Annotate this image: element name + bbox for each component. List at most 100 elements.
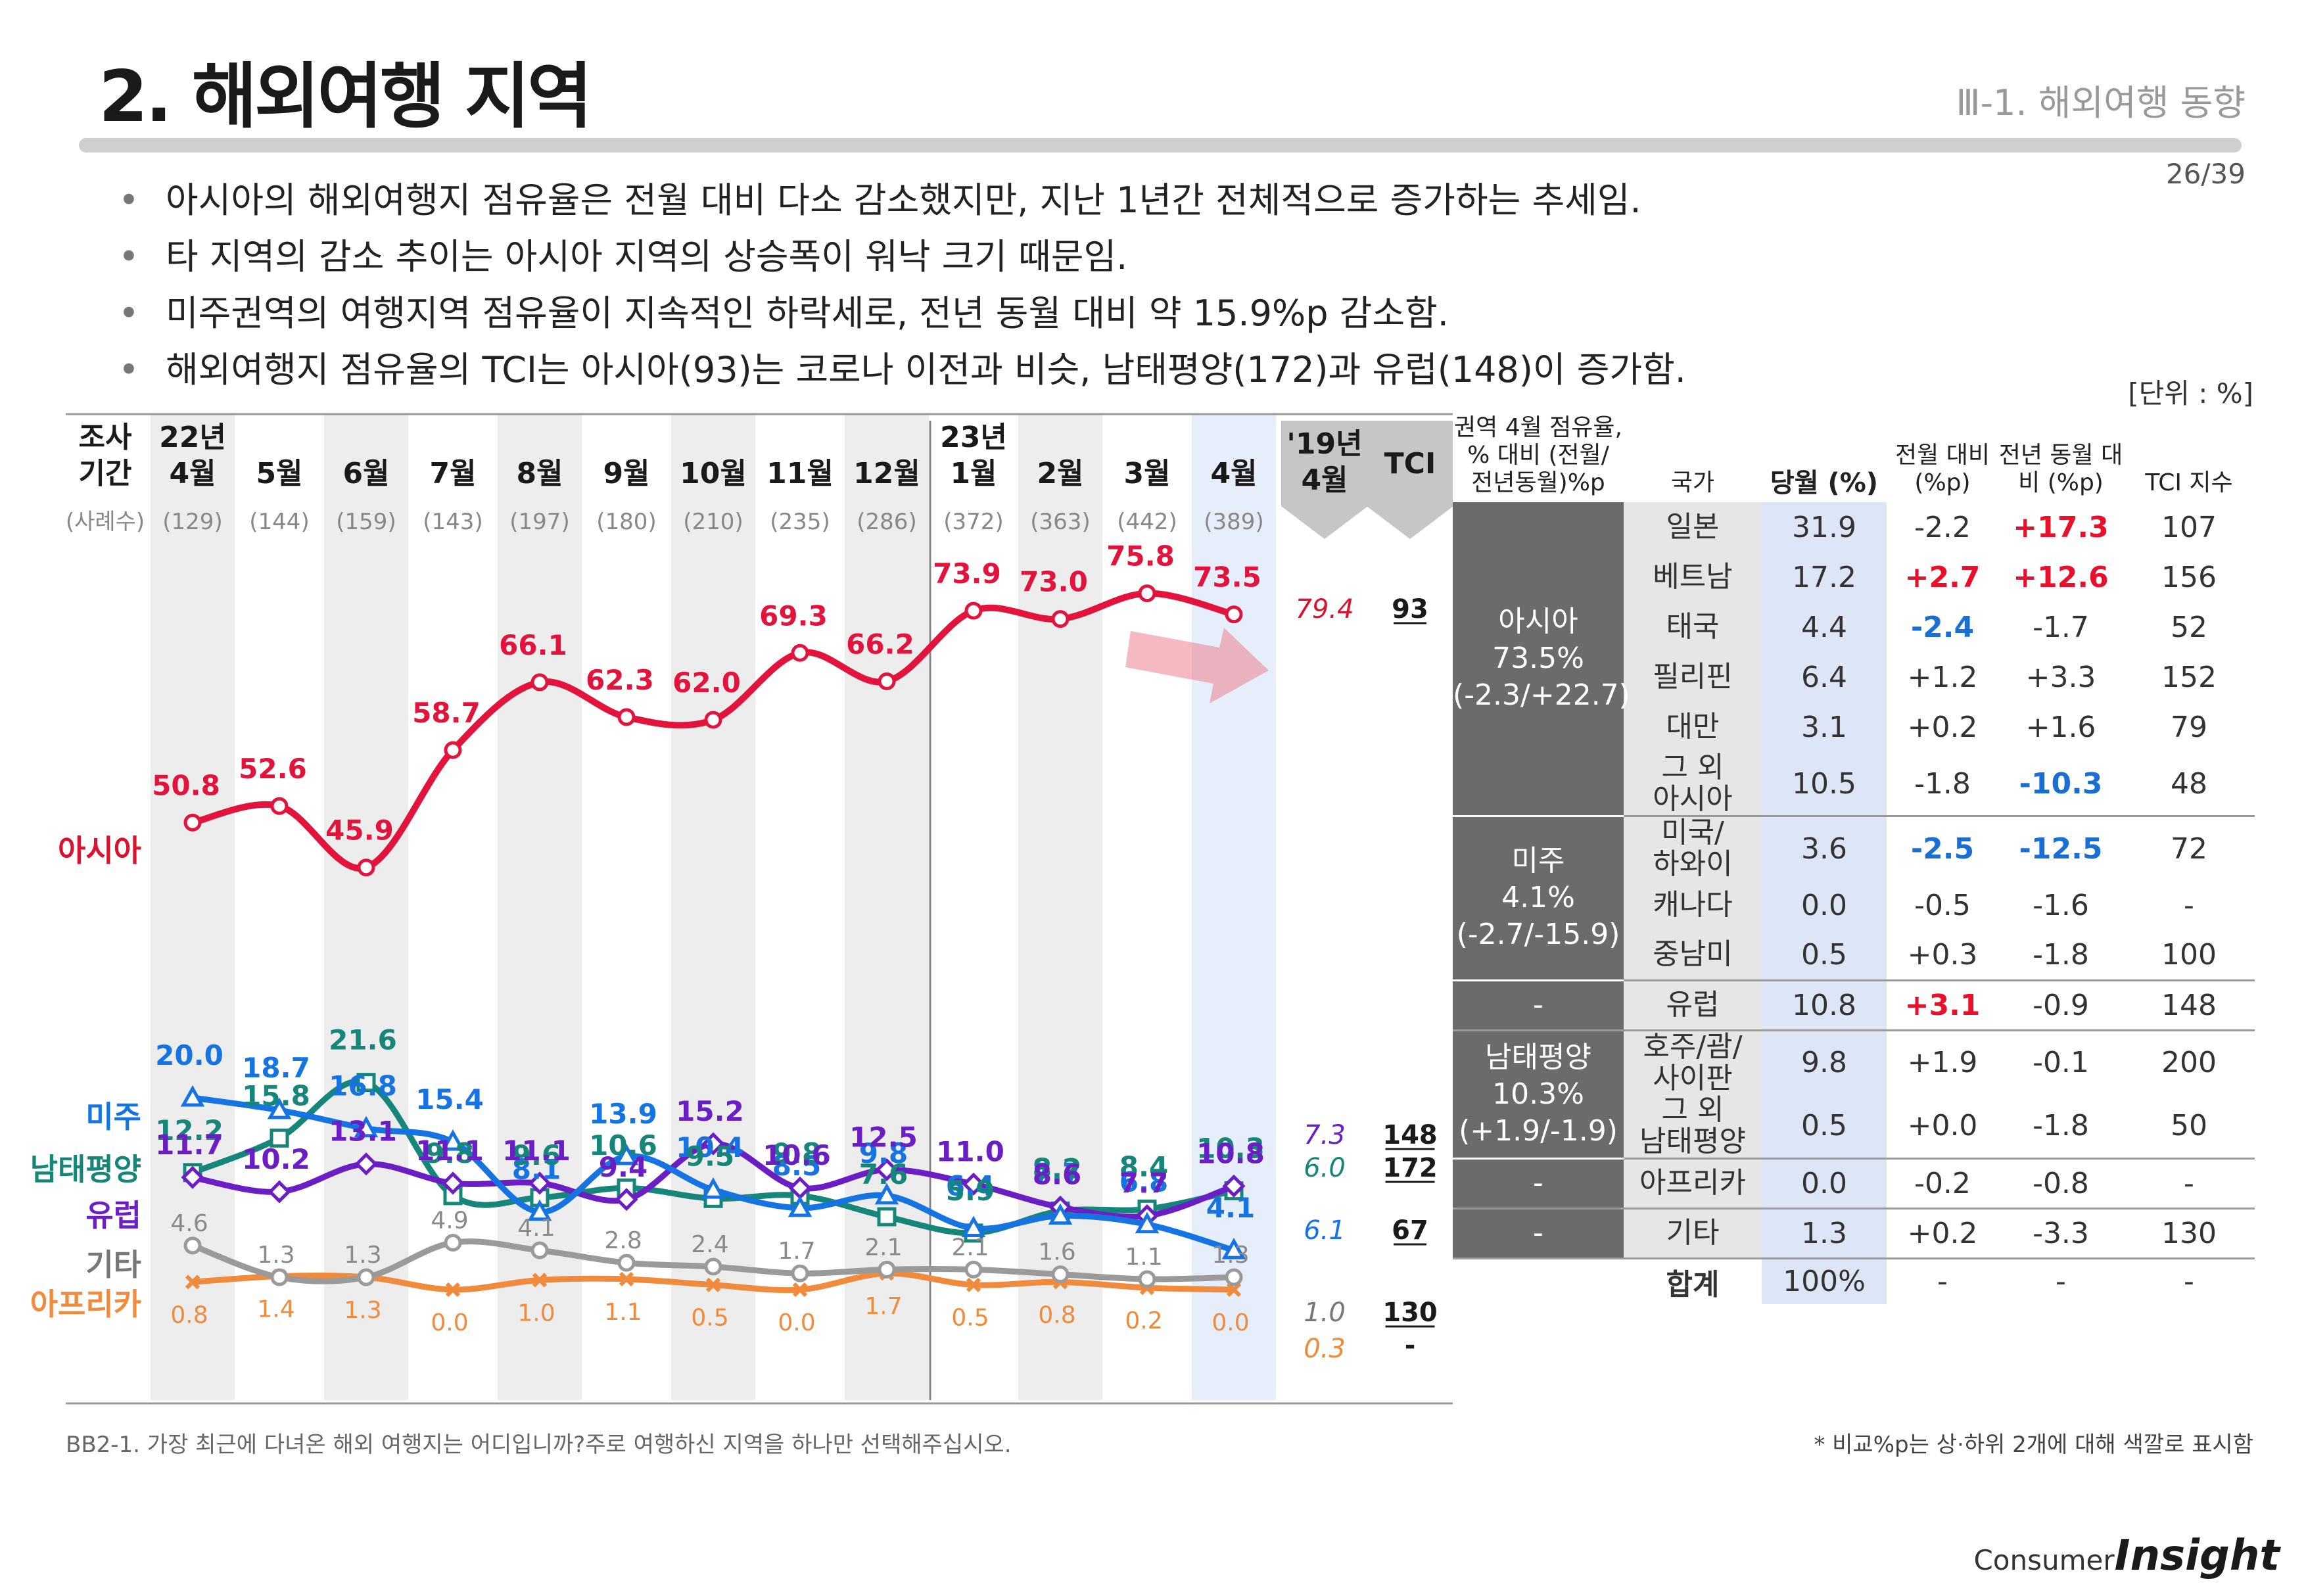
current-cell: 3.6 xyxy=(1762,816,1887,880)
mom-cell: +0.3 xyxy=(1887,930,1998,981)
tci-value: 172 xyxy=(1382,1153,1438,1183)
data-point xyxy=(441,1171,465,1195)
table-row: 미주 4.1% (-2.7/-15.9) 미국/하와이 3.6 -2.5 -12.5 72 xyxy=(1453,816,2255,981)
data-label-기타: 1.1 xyxy=(1125,1244,1162,1271)
country-cell: 호주/괌/사이판 xyxy=(1624,1030,1762,1094)
data-label-기타: 4.1 xyxy=(517,1215,555,1242)
tci-value: 148 xyxy=(1382,1120,1438,1150)
series-name-아프리카: 아프리카 xyxy=(30,1286,141,1322)
data-point xyxy=(1051,1265,1070,1284)
data-label-기타: 1.3 xyxy=(257,1242,294,1269)
series-name-유럽: 유럽 xyxy=(85,1198,141,1233)
total-row: 합계 100% - - - xyxy=(1453,1258,2255,1304)
tci-cell: 48 xyxy=(2123,752,2255,817)
data-point xyxy=(268,1180,291,1204)
data-label-아프리카: 0.0 xyxy=(778,1309,815,1336)
table-row: 남태평양 10.3% (+1.9/-1.9) 호주/괌/사이판 9.8 +1.9 -0.1 2… xyxy=(1453,1030,2255,1160)
total-current: 100% xyxy=(1762,1258,1887,1304)
data-label-남태평양: 21.6 xyxy=(329,1024,397,1056)
table-row: 중남미 0.5 +0.3 -1.8 100 xyxy=(1453,930,2255,981)
country-cell: 기타 xyxy=(1624,1208,1762,1259)
ref-2019-header: 4월 xyxy=(1301,463,1348,497)
data-point xyxy=(181,1165,204,1189)
col-header-yoy: 전년 동월 대비 (%p) xyxy=(1998,442,2123,496)
x-tick-label: 4월 xyxy=(1210,457,1257,490)
data-point xyxy=(614,1143,639,1165)
data-label-아프리카: 0.5 xyxy=(951,1305,989,1332)
country-cell: 중남미 xyxy=(1624,930,1762,981)
data-point xyxy=(878,1260,896,1279)
data-label-asia: 66.2 xyxy=(846,628,914,661)
page-number: 26/39 xyxy=(2165,158,2246,190)
data-label-미주: 6.4 xyxy=(946,1170,995,1202)
data-label-아프리카: 1.0 xyxy=(517,1300,555,1326)
x-tick-label: 6월 xyxy=(342,457,389,490)
data-label-남태평양: 15.8 xyxy=(242,1079,310,1112)
data-point xyxy=(878,672,896,691)
data-label-유럽: 10.2 xyxy=(242,1143,310,1175)
tci-value: 67 xyxy=(1392,1215,1428,1246)
color-footnote: * 비교%p는 상·하위 2개에 대해 색깔로 표시함 xyxy=(1814,1432,2253,1458)
region-cell: 남태평양 10.3% (+1.9/-1.9) xyxy=(1453,1030,1624,1160)
data-point xyxy=(701,1177,726,1199)
yoy-cell: -0.8 xyxy=(1998,1158,2123,1209)
data-label-미주: 15.4 xyxy=(415,1083,484,1115)
data-label-유럽: 11.1 xyxy=(415,1135,484,1167)
country-cell: 그 외 남태평양 xyxy=(1624,1094,1762,1160)
data-point xyxy=(183,813,202,832)
column-band xyxy=(1192,414,1276,1400)
data-point xyxy=(701,1132,725,1156)
sample-size-label: (442) xyxy=(1117,509,1177,535)
data-point xyxy=(874,1183,899,1205)
data-label-아프리카: 0.2 xyxy=(1125,1307,1162,1334)
data-label-유럽: 7.7 xyxy=(1119,1167,1168,1200)
data-point xyxy=(615,1188,638,1211)
tci-cell: 156 xyxy=(2161,560,2217,594)
data-label-asia: 45.9 xyxy=(325,814,394,847)
column-band xyxy=(151,414,235,1400)
data-label-기타: 1.3 xyxy=(1212,1242,1249,1269)
data-label-유럽: 10.8 xyxy=(1196,1137,1265,1169)
country-cell: 캐나다 xyxy=(1624,880,1762,930)
sample-size-label: (389) xyxy=(1204,509,1263,535)
data-label-아프리카: 1.7 xyxy=(864,1293,902,1320)
data-point xyxy=(354,1115,379,1138)
total-spacer xyxy=(1453,1258,1624,1304)
data-point xyxy=(1138,584,1156,603)
yoy-cell: -10.3 xyxy=(1998,752,2123,817)
tci-cell: 107 xyxy=(2161,510,2217,544)
series-name-기타: 기타 xyxy=(85,1247,141,1282)
table-row: 태국 4.4 -2.4 -1.7 52 xyxy=(1453,602,2255,652)
sample-size-label: (372) xyxy=(943,509,1003,535)
data-point xyxy=(270,1128,289,1148)
sample-size-label: (286) xyxy=(857,509,916,535)
mom-cell: -0.2 xyxy=(1887,1158,1998,1209)
mom-cell: +0.0 xyxy=(1887,1094,1998,1160)
sample-label: (사례수) xyxy=(66,509,145,535)
x-tick-label: 11월 xyxy=(766,457,834,490)
data-label-남태평양: 9.8 xyxy=(772,1137,821,1169)
mom-cell: -2.2 xyxy=(1914,510,1971,544)
data-label-남태평양: 9.6 xyxy=(512,1139,561,1171)
tci-cell: 148 xyxy=(2123,980,2255,1031)
data-point xyxy=(1051,610,1070,628)
column-band xyxy=(324,414,408,1400)
table-row: 아시아 73.5% (-2.3/+22.7) 일본 31.9 -2.2 +17.3 107 xyxy=(1453,502,2255,817)
country-cell: 그 외 아시아 xyxy=(1624,752,1762,817)
table-row: - 기타 1.3 +0.2 -3.3 130 xyxy=(1453,1208,2255,1259)
data-label-asia: 75.8 xyxy=(1106,540,1175,573)
data-point xyxy=(617,1254,636,1272)
x-tick-label: 5월 xyxy=(256,457,302,490)
data-label-남태평양: 8.4 xyxy=(1119,1150,1168,1183)
data-label-아프리카: 0.0 xyxy=(1212,1309,1249,1336)
current-cell: 6.4 xyxy=(1762,652,1887,702)
tci-value: - xyxy=(1405,1330,1416,1361)
current-cell: 0.5 xyxy=(1762,930,1887,981)
sample-size-label: (144) xyxy=(249,509,309,535)
data-point xyxy=(532,1273,548,1288)
data-label-미주: 13.9 xyxy=(589,1098,657,1130)
data-point xyxy=(185,1275,200,1290)
data-label-남태평양: 12.2 xyxy=(155,1114,224,1146)
section-label: Ⅲ-1. 해외여행 동향 xyxy=(1956,82,2246,124)
country-cell: 대만 xyxy=(1624,702,1762,752)
